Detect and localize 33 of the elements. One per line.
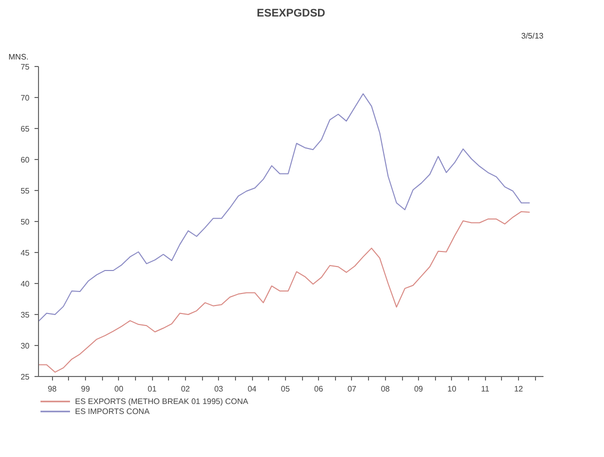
y-tick-label: 25 <box>20 372 30 382</box>
y-axis-title: MNS. <box>8 52 28 62</box>
y-tick-label: 65 <box>20 124 30 134</box>
y-tick-label: 45 <box>20 248 30 258</box>
y-tick-label: 70 <box>20 94 30 102</box>
y-tick-label: 35 <box>20 310 30 320</box>
x-tick-label: 04 <box>248 384 258 394</box>
x-tick-label: 98 <box>48 384 58 394</box>
y-tick-label: 40 <box>20 280 30 288</box>
x-tick-label: 01 <box>148 384 158 394</box>
x-tick-label: 03 <box>214 384 224 394</box>
chart-title: ESEXPGDSD <box>256 8 326 20</box>
legend-label: ES IMPORTS CONA <box>75 406 150 416</box>
x-tick-label: 02 <box>180 384 190 394</box>
x-tick-label: 09 <box>414 384 424 394</box>
x-tick-label: 05 <box>280 384 290 394</box>
x-tick-label: 12 <box>514 384 524 394</box>
y-tick-label: 50 <box>20 218 30 226</box>
y-tick-label: 75 <box>20 62 30 72</box>
legend-label: ES EXPORTS (METHO BREAK 01 1995) CONA <box>75 396 248 406</box>
y-tick-label: 30 <box>20 342 30 350</box>
x-tick-label: 11 <box>480 384 490 394</box>
text: 3/5/13 <box>521 32 544 40</box>
x-tick-label: 08 <box>380 384 390 394</box>
y-tick-label: 60 <box>20 156 30 164</box>
y-tick-label: 55 <box>20 186 30 196</box>
line-series <box>38 211 530 373</box>
x-tick-label: 10 <box>447 384 457 394</box>
x-tick-label: 99 <box>81 384 90 394</box>
line-series <box>38 93 530 322</box>
x-tick-label: 07 <box>347 384 357 394</box>
x-tick-label: 00 <box>114 384 124 394</box>
x-tick-label: 06 <box>314 384 324 394</box>
